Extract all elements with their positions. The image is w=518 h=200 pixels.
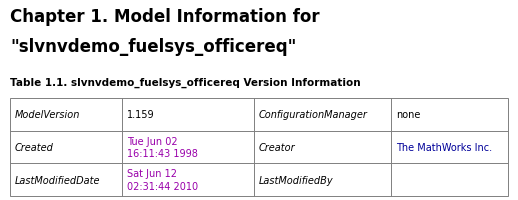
- Text: LastModifiedDate: LastModifiedDate: [15, 175, 100, 185]
- Text: 1.159: 1.159: [127, 110, 155, 120]
- Text: Sat Jun 12: Sat Jun 12: [127, 169, 177, 179]
- Text: The MathWorks Inc.: The MathWorks Inc.: [396, 142, 492, 152]
- Text: 16:11:43 1998: 16:11:43 1998: [127, 148, 198, 158]
- Text: Chapter 1. Model Information for: Chapter 1. Model Information for: [10, 8, 320, 26]
- Text: Tue Jun 02: Tue Jun 02: [127, 136, 178, 146]
- Text: LastModifiedBy: LastModifiedBy: [259, 175, 334, 185]
- Text: Table 1.1. slvnvdemo_fuelsys_officereq Version Information: Table 1.1. slvnvdemo_fuelsys_officereq V…: [10, 78, 361, 88]
- Text: Created: Created: [15, 142, 54, 152]
- Text: ConfigurationManager: ConfigurationManager: [259, 110, 368, 120]
- Text: 02:31:44 2010: 02:31:44 2010: [127, 181, 198, 191]
- Bar: [10, 99, 508, 196]
- Text: none: none: [396, 110, 420, 120]
- Text: ModelVersion: ModelVersion: [15, 110, 80, 120]
- Text: Creator: Creator: [259, 142, 296, 152]
- Text: "slvnvdemo_fuelsys_officereq": "slvnvdemo_fuelsys_officereq": [10, 38, 296, 56]
